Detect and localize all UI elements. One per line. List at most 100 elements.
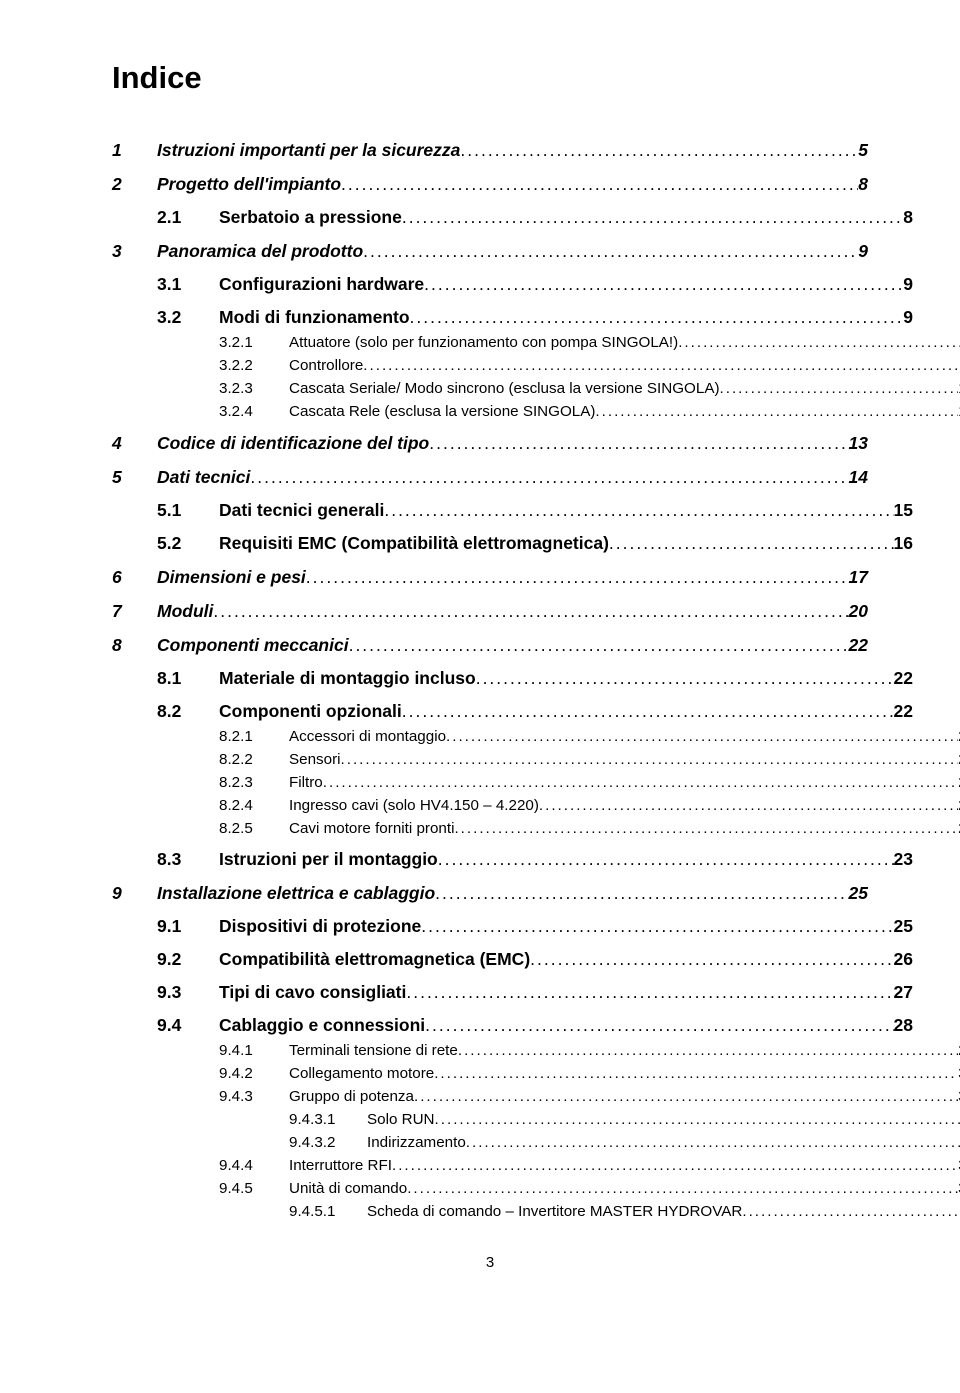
toc-entry-title: Sensori <box>289 751 341 768</box>
toc-leader-dots <box>476 668 894 689</box>
toc-leader-dots <box>742 1203 960 1220</box>
toc-entry-page: 25 <box>849 883 868 904</box>
toc-entry-title: Installazione elettrica e cablaggio <box>157 883 435 904</box>
toc-entry-title: Indirizzamento <box>367 1134 466 1151</box>
toc-entry: 9.3Tipi di cavo consigliati 27 <box>112 982 913 1003</box>
toc-entry: 3.1Configurazioni hardware9 <box>112 274 913 295</box>
toc-leader-dots <box>424 274 903 295</box>
toc-entry-number: 8.2.5 <box>219 820 289 837</box>
toc-leader-dots <box>306 567 849 588</box>
toc-entry-title: Cascata Seriale/ Modo sincrono (esclusa … <box>289 380 720 397</box>
toc-entry-number: 3.2.3 <box>219 380 289 397</box>
toc-leader-dots <box>384 500 893 521</box>
toc-entry: 9.1Dispositivi di protezione25 <box>112 916 913 937</box>
toc-leader-dots <box>392 1157 958 1174</box>
toc-entry: 5.1Dati tecnici generali15 <box>112 500 913 521</box>
toc-entry: 8.2.2Sensori22 <box>112 751 960 768</box>
toc-entry-number: 8.2.4 <box>219 797 289 814</box>
toc-entry-page: 13 <box>849 433 868 454</box>
toc-leader-dots <box>406 982 893 1003</box>
toc-entry-title: Dimensioni e pesi <box>157 567 306 588</box>
toc-entry-number: 8.3 <box>157 849 219 870</box>
toc-entry-page: 22 <box>894 701 913 722</box>
toc-entry-title: Requisiti EMC (Compatibilità elettromagn… <box>219 533 609 554</box>
toc-leader-dots <box>530 949 893 970</box>
toc-leader-dots <box>454 820 958 837</box>
toc-entry: 9.4.3.2Indirizzamento34 <box>112 1134 960 1151</box>
toc-leader-dots <box>421 916 893 937</box>
toc-entry-number: 9.3 <box>157 982 219 1003</box>
toc-entry-title: Istruzioni importanti per la sicurezza <box>157 140 460 161</box>
page-number: 3 <box>112 1254 868 1271</box>
toc-entry: 9.4.4Interruttore RFI36 <box>112 1157 960 1174</box>
toc-entry-page: 16 <box>894 533 913 554</box>
toc-entry-page: 27 <box>894 982 913 1003</box>
toc-entry: 8Componenti meccanici22 <box>112 635 868 656</box>
toc-entry-title: Scheda di comando – Invertitore MASTER H… <box>367 1203 742 1220</box>
toc-entry-number: 3 <box>112 241 157 262</box>
toc-entry-page: 20 <box>849 601 868 622</box>
toc-entry-number: 8.2.1 <box>219 728 289 745</box>
toc-body: 1Istruzioni importanti per la sicurezza 5… <box>112 140 868 1220</box>
toc-entry-number: 3.2.2 <box>219 357 289 374</box>
toc-entry-title: Cascata Rele (esclusa la versione SINGOL… <box>289 403 595 420</box>
toc-entry-title: Serbatoio a pressione <box>219 207 402 228</box>
toc-leader-dots <box>341 751 959 768</box>
toc-entry-page: 17 <box>849 567 868 588</box>
toc-entry-number: 4 <box>112 433 157 454</box>
toc-entry-number: 9.4.5 <box>219 1180 289 1197</box>
toc-entry: 9.4.5Unità di comando37 <box>112 1180 960 1197</box>
toc-entry-number: 1 <box>112 140 157 161</box>
toc-entry-page: 8 <box>903 207 913 228</box>
toc-entry-number: 7 <box>112 601 157 622</box>
toc-leader-dots <box>414 1088 958 1105</box>
toc-entry-title: Attuatore (solo per funzionamento con po… <box>289 334 678 351</box>
toc-leader-dots <box>213 601 848 622</box>
toc-entry-title: Terminali tensione di rete <box>289 1042 458 1059</box>
toc-entry-title: Componenti opzionali <box>219 701 402 722</box>
toc-entry-page: 9 <box>903 274 913 295</box>
toc-entry-title: Collegamento motore <box>289 1065 434 1082</box>
toc-leader-dots <box>323 774 958 791</box>
toc-leader-dots <box>425 1015 893 1036</box>
toc-entry: 9.4Cablaggio e connessioni28 <box>112 1015 913 1036</box>
toc-entry-title: Componenti meccanici <box>157 635 349 656</box>
toc-entry: 8.2.5Cavi motore forniti pronti22 <box>112 820 960 837</box>
toc-leader-dots <box>434 1065 958 1082</box>
toc-entry: 9.4.1Terminali tensione di rete29 <box>112 1042 960 1059</box>
toc-entry-page: 15 <box>894 500 913 521</box>
toc-entry-page: 22 <box>894 668 913 689</box>
toc-entry: 4Codice di identificazione del tipo13 <box>112 433 868 454</box>
toc-entry-number: 9.2 <box>157 949 219 970</box>
toc-entry: 9.2Compatibilità elettromagnetica (EMC)2… <box>112 949 913 970</box>
toc-entry: 3.2.4Cascata Rele (esclusa la versione S… <box>112 403 960 420</box>
toc-entry-title: Unità di comando <box>289 1180 407 1197</box>
toc-title: Indice <box>112 60 868 96</box>
toc-leader-dots <box>349 635 849 656</box>
toc-leader-dots <box>678 334 960 351</box>
toc-leader-dots <box>429 433 848 454</box>
toc-entry-number: 2 <box>112 174 157 195</box>
toc-entry-number: 8.2.2 <box>219 751 289 768</box>
toc-entry-number: 9.4 <box>157 1015 219 1036</box>
toc-entry: 2.1Serbatoio a pressione 8 <box>112 207 913 228</box>
toc-entry: 3.2.1Attuatore (solo per funzionamento c… <box>112 334 960 351</box>
toc-entry: 8.2.1Accessori di montaggio22 <box>112 728 960 745</box>
toc-leader-dots <box>407 1180 958 1197</box>
toc-entry-number: 5.2 <box>157 533 219 554</box>
toc-entry: 9.4.3Gruppo di potenza31 <box>112 1088 960 1105</box>
toc-leader-dots <box>446 728 958 745</box>
toc-entry: 8.1Materiale di montaggio incluso22 <box>112 668 913 689</box>
toc-entry: 1Istruzioni importanti per la sicurezza 5 <box>112 140 868 161</box>
toc-entry: 9.4.5.1Scheda di comando – Invertitore M… <box>112 1203 960 1220</box>
toc-entry-number: 2.1 <box>157 207 219 228</box>
toc-entry-title: Tipi di cavo consigliati <box>219 982 406 1003</box>
toc-entry-title: Accessori di montaggio <box>289 728 446 745</box>
toc-leader-dots <box>363 241 858 262</box>
toc-entry-number: 9 <box>112 883 157 904</box>
toc-entry-title: Filtro <box>289 774 323 791</box>
toc-entry: 3.2.2Controllore9 <box>112 357 960 374</box>
toc-entry-page: 5 <box>858 140 868 161</box>
toc-leader-dots <box>435 1111 960 1128</box>
toc-entry-number: 9.4.5.1 <box>289 1203 367 1220</box>
